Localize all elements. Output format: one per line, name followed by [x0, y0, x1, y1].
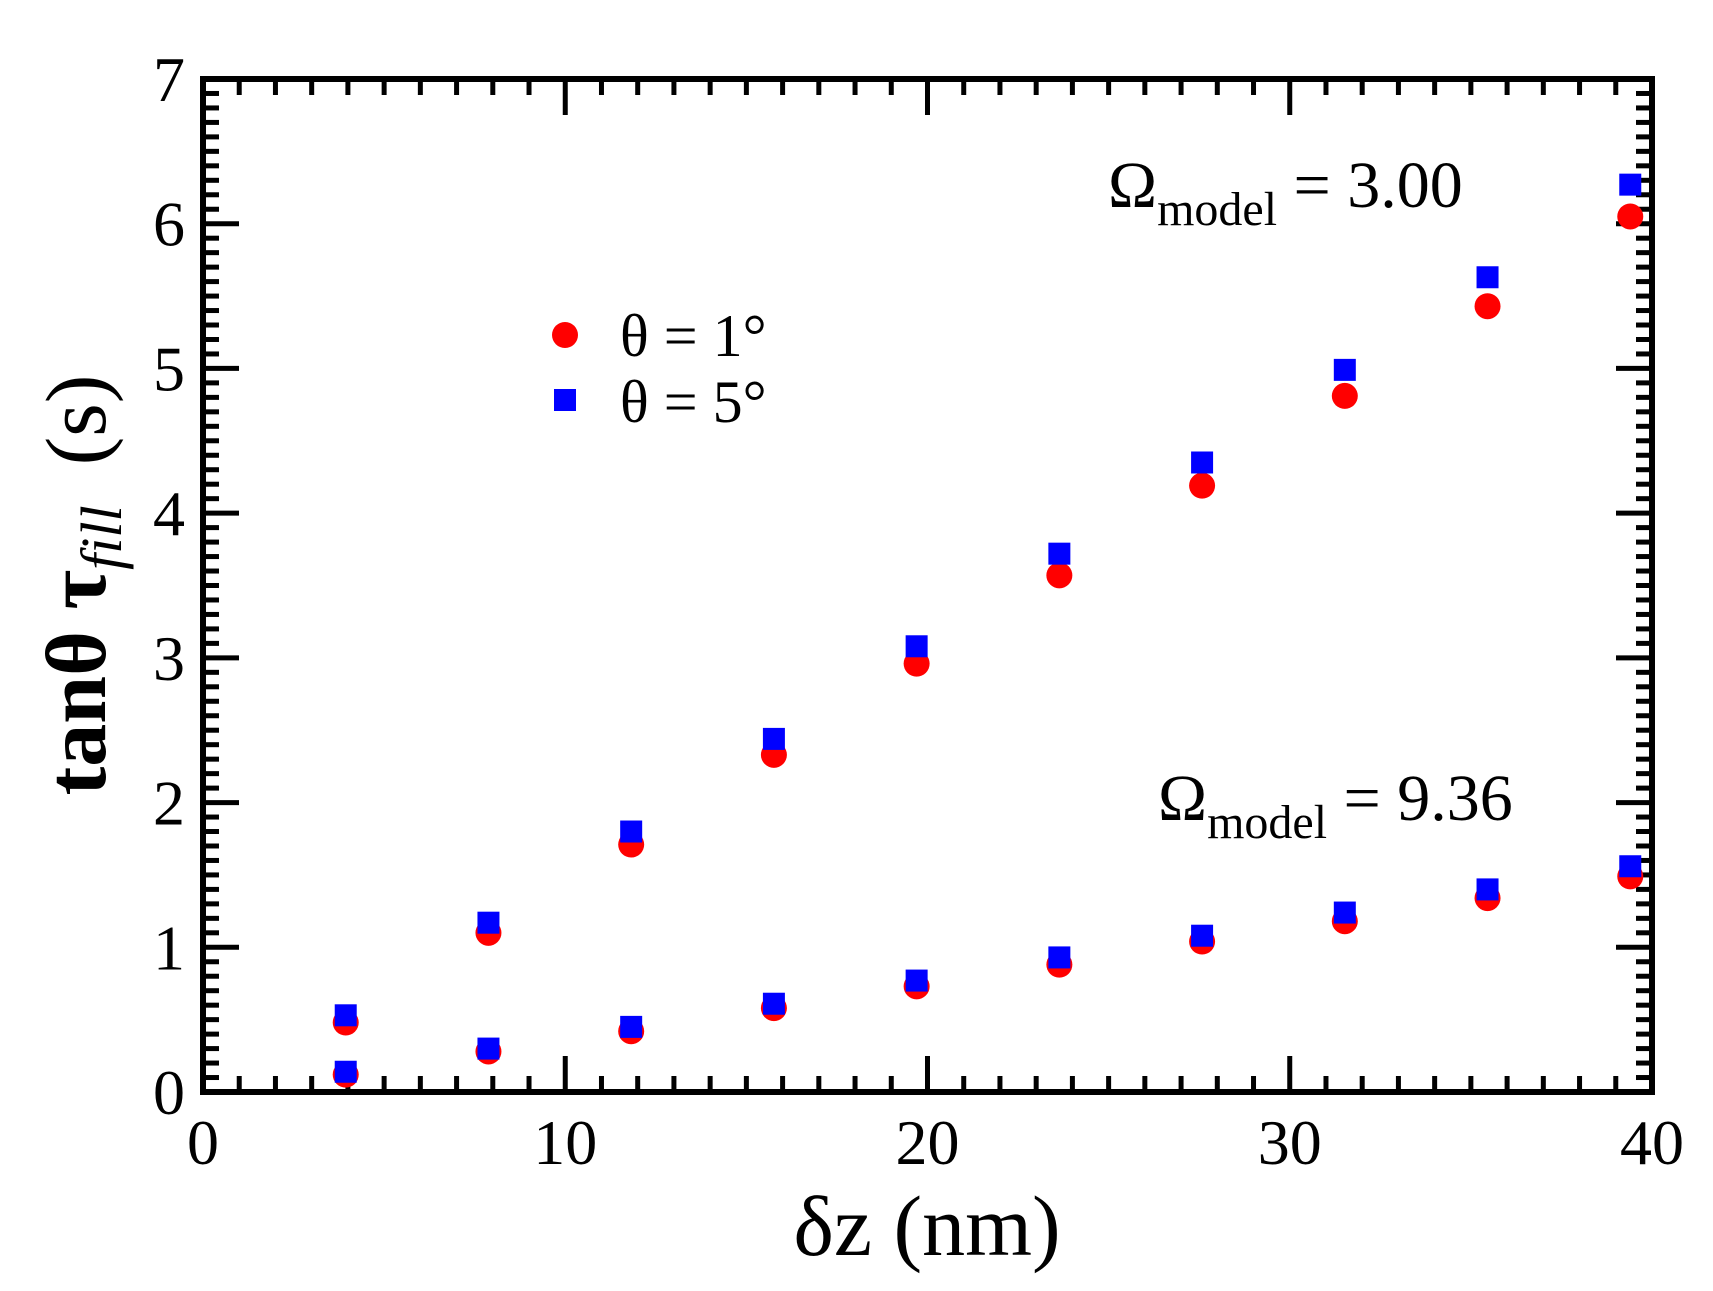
data-point-square — [1191, 451, 1214, 474]
x-tick-label: 40 — [1620, 1107, 1684, 1178]
legend: θ = 1° θ = 5° — [552, 303, 767, 435]
data-point-circle — [1046, 562, 1073, 589]
data-point-square — [477, 1037, 500, 1060]
data-point-square — [477, 911, 500, 934]
data-point-square — [620, 1015, 643, 1038]
data-point-square — [1476, 878, 1499, 901]
y-tick-label: 5 — [153, 333, 185, 404]
data-point-square — [1619, 173, 1642, 196]
data-points — [332, 173, 1644, 1088]
y-axis-title: tanθ τfill (s) — [28, 375, 134, 796]
legend-label: θ = 5° — [620, 369, 767, 435]
x-tick-label: 20 — [896, 1107, 960, 1178]
plot-frame — [200, 76, 1655, 1095]
y-tick-label: 7 — [153, 44, 185, 115]
y-tick-label: 3 — [153, 623, 185, 694]
data-point-circle — [1474, 293, 1501, 320]
x-tick-label: 10 — [533, 1107, 597, 1178]
y-tick-label: 2 — [153, 768, 185, 839]
data-point-square — [334, 1060, 357, 1083]
data-point-square — [1333, 358, 1356, 381]
y-tick-label: 0 — [153, 1057, 185, 1128]
data-point-square — [620, 820, 643, 843]
data-point-square — [1191, 924, 1214, 947]
data-point-square — [905, 969, 928, 992]
x-axis-title: δz (nm) — [793, 1178, 1060, 1274]
legend-label: θ = 1° — [620, 303, 767, 369]
data-point-circle — [1617, 203, 1644, 230]
axis-ticks — [200, 76, 1655, 1095]
data-point-square — [1048, 946, 1071, 969]
data-point-square — [1619, 855, 1642, 878]
data-point-circle — [1189, 472, 1216, 499]
data-point-square — [1333, 901, 1356, 924]
legend-marker-circle — [552, 322, 578, 348]
data-point-square — [762, 992, 785, 1015]
data-point-square — [1476, 266, 1499, 289]
annotation-omega-9: Ωmodel = 9.36 — [1158, 762, 1513, 849]
data-point-circle — [1331, 382, 1358, 409]
data-point-square — [762, 727, 785, 750]
x-tick-label: 0 — [187, 1107, 219, 1178]
legend-marker-square — [554, 389, 576, 411]
y-axis-title-unit: (s) — [28, 375, 124, 466]
y-tick-label: 6 — [153, 189, 185, 260]
x-tick-label: 30 — [1258, 1107, 1322, 1178]
data-point-square — [334, 1004, 357, 1027]
y-axis-title-main: tanθ τ — [28, 570, 124, 796]
data-point-square — [1048, 542, 1071, 565]
data-point-square — [905, 635, 928, 658]
tick-labels: 0 10 20 30 40 0 1 2 3 4 5 6 7 — [153, 44, 1684, 1178]
y-tick-label: 1 — [153, 912, 185, 983]
y-tick-label: 4 — [153, 478, 185, 549]
annotation-omega-3: Ωmodel = 3.00 — [1108, 149, 1463, 236]
y-axis-title-sub: fill — [69, 505, 134, 569]
